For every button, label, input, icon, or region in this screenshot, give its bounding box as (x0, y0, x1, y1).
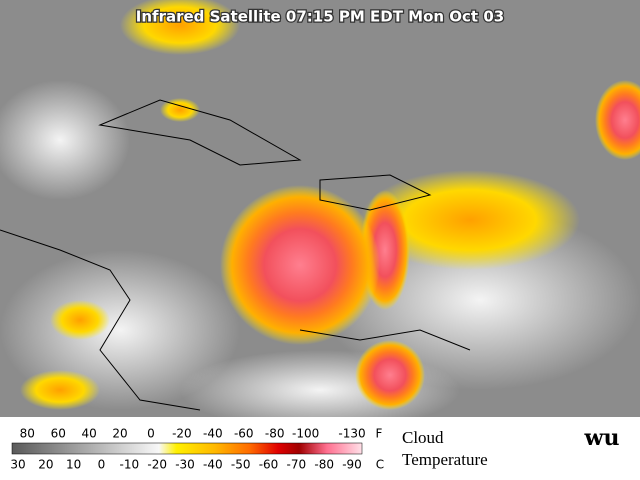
fahrenheit-label: -40 (203, 427, 223, 441)
celsius-label: -90 (342, 458, 362, 472)
fahrenheit-label: -20 (172, 427, 192, 441)
fahrenheit-label: 0 (147, 427, 155, 441)
fahrenheit-label: 60 (51, 427, 66, 441)
fahrenheit-label: -100 (292, 427, 319, 441)
celsius-label: -70 (287, 458, 307, 472)
celsius-label: 20 (38, 458, 53, 472)
celsius-label: -10 (120, 458, 140, 472)
fahrenheit-label: 80 (20, 427, 35, 441)
celsius-label: 0 (98, 458, 106, 472)
fahrenheit-label: -130 (338, 427, 365, 441)
celsius-label: -50 (231, 458, 251, 472)
celsius-label: -60 (259, 458, 279, 472)
unit-label: F (376, 427, 383, 441)
logo: wu (584, 425, 620, 451)
celsius-label: 10 (66, 458, 81, 472)
celsius-label: -40 (203, 458, 223, 472)
celsius-label: 30 (10, 458, 25, 472)
legend-caption: Cloud (402, 428, 444, 447)
celsius-label: -30 (175, 458, 195, 472)
celsius-label: -80 (314, 458, 334, 472)
unit-label: C (376, 458, 384, 472)
fahrenheit-label: 20 (112, 427, 127, 441)
celsius-label: -20 (147, 458, 167, 472)
legend: 30 20 10 0 -10 -20 -30 -40 -50 -60 -70 -80 -90 80 60 40… (10, 427, 384, 472)
color-bar (11, 442, 363, 455)
satellite-image (0, 0, 640, 430)
fahrenheit-label: -80 (265, 427, 285, 441)
fahrenheit-label: 40 (81, 427, 96, 441)
fahrenheit-label: -60 (234, 427, 254, 441)
legend-caption: Temperature (402, 450, 488, 469)
title: Infrared Satellite 07:15 PM EDT Mon Oct … (136, 8, 504, 26)
